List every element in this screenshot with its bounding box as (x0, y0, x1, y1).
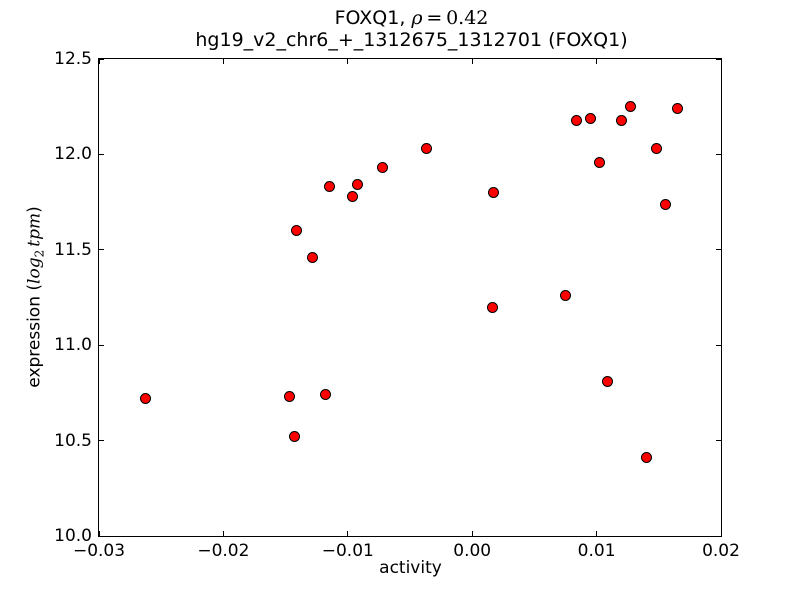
data-point (584, 112, 596, 124)
y-axis-label: expression (log2tpm) (24, 206, 49, 387)
x-tick-mark (596, 531, 598, 536)
chart-title-line2: hg19_v2_chr6_+_1312675_1312701 (FOXQ1) (195, 29, 628, 51)
y-tick-mark (99, 344, 104, 346)
data-point (283, 391, 295, 403)
data-point (323, 181, 335, 193)
data-point (420, 143, 432, 155)
data-point (291, 225, 303, 237)
y-tick-mark (716, 535, 721, 537)
x-tick-mark (347, 59, 349, 64)
x-tick-mark (347, 531, 349, 536)
data-point (571, 114, 583, 126)
data-point (615, 114, 627, 126)
data-point (307, 251, 319, 263)
chart-title: FOXQ1, ρ = 0.42 hg19_v2_chr6_+_1312675_1… (99, 7, 724, 51)
y-tick-label: 10.5 (54, 430, 92, 451)
data-point (319, 389, 331, 401)
x-tick-mark (596, 59, 598, 64)
x-tick-label: 0.00 (453, 541, 492, 561)
data-point (593, 156, 605, 168)
y-tick-mark (99, 535, 104, 537)
y-tick-mark (716, 440, 721, 442)
y-tick-label: 11.0 (54, 335, 92, 356)
y-axis-label-suffix: ) (24, 206, 45, 213)
x-tick-mark (98, 531, 100, 536)
y-tick-mark (99, 249, 104, 251)
chart-title-line1: FOXQ1, ρ = 0.42 (99, 7, 724, 29)
x-tick-mark (471, 59, 473, 64)
plot-area (98, 58, 722, 537)
data-point (377, 162, 389, 174)
x-tick-label: 0.02 (702, 541, 740, 561)
y-tick-mark (99, 58, 104, 60)
y-axis-label-log: log (24, 257, 45, 284)
x-axis-label: activity (379, 558, 442, 578)
data-point (671, 103, 683, 115)
y-tick-label: 10.0 (54, 526, 92, 546)
data-point (602, 375, 614, 387)
data-point (487, 187, 499, 199)
y-tick-label: 12.5 (54, 49, 92, 69)
x-tick-label: 0.01 (577, 541, 616, 561)
y-tick-mark (716, 249, 721, 251)
x-tick-mark (720, 531, 722, 536)
x-tick-mark (720, 59, 722, 64)
data-point (624, 101, 636, 113)
data-point (560, 290, 571, 302)
title-rho-symbol: ρ (411, 7, 423, 29)
x-tick-label: −0.01 (321, 541, 374, 561)
x-tick-mark (222, 59, 224, 64)
y-tick-label: 12.0 (54, 144, 92, 165)
data-point (486, 301, 498, 313)
title-gene-label: FOXQ1, (334, 7, 412, 29)
x-tick-mark (98, 59, 100, 64)
y-tick-mark (99, 153, 104, 155)
data-point (139, 393, 151, 405)
data-point (659, 198, 671, 210)
x-tick-label: −0.02 (197, 541, 250, 561)
title-rho-value: = 0.42 (422, 7, 489, 29)
data-point (288, 431, 300, 443)
y-tick-mark (716, 344, 721, 346)
x-tick-mark (471, 531, 473, 536)
y-tick-mark (716, 58, 721, 60)
y-tick-mark (99, 440, 104, 442)
y-tick-mark (716, 153, 721, 155)
data-point (352, 179, 364, 191)
x-tick-mark (222, 531, 224, 536)
data-point (640, 452, 652, 464)
data-point (650, 143, 662, 155)
data-point (347, 190, 359, 202)
y-tick-label: 11.5 (54, 239, 92, 260)
x-tick-label: −0.03 (72, 541, 126, 561)
